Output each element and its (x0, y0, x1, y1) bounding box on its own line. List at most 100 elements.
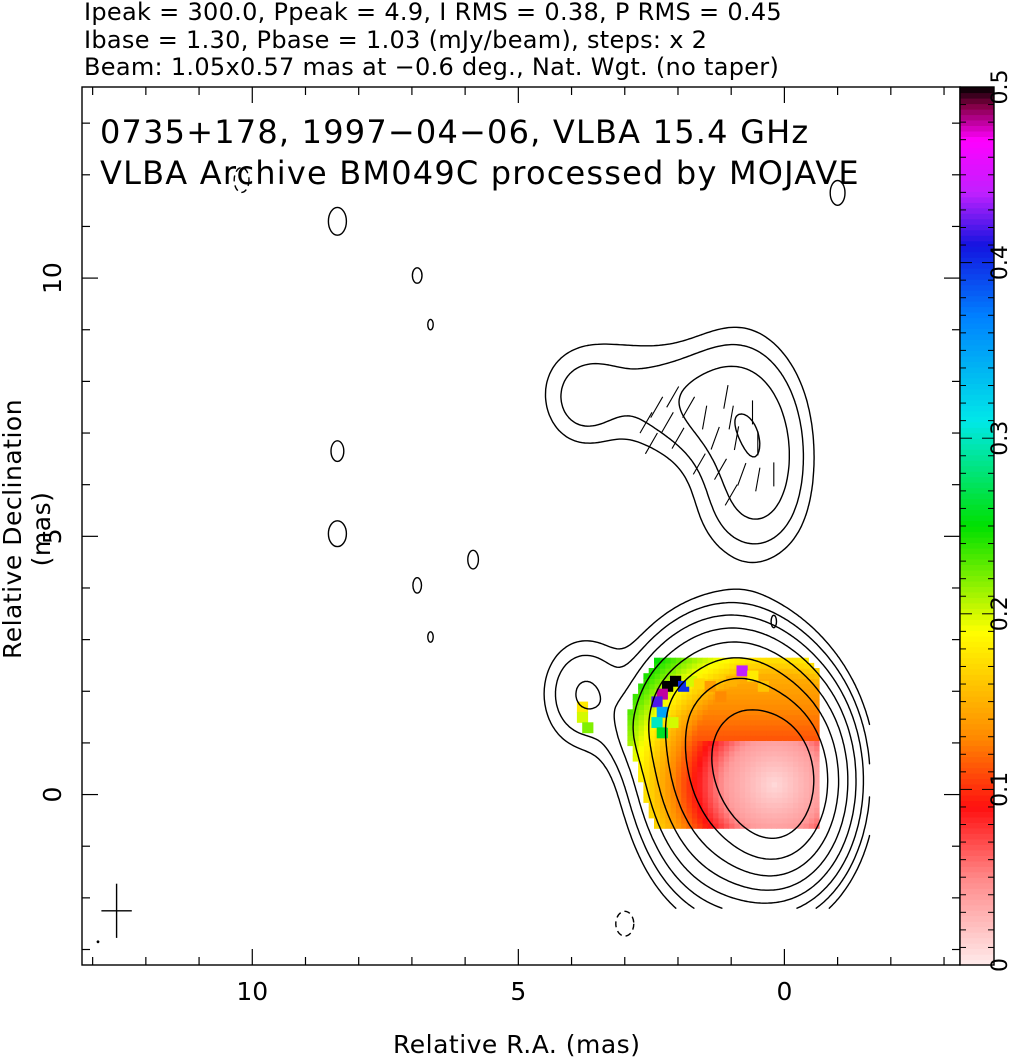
colorbar-segment (960, 849, 994, 856)
pol-pixel (648, 797, 655, 803)
pol-pixel (787, 750, 793, 757)
contour-level-5 (648, 641, 849, 891)
pol-pixel (803, 807, 809, 814)
pol-pixel (813, 755, 820, 762)
pol-pixel (733, 699, 740, 705)
pol-pixel (765, 817, 772, 824)
evpa-vector (724, 484, 738, 506)
pol-pixel (648, 792, 655, 798)
pol-pixel (739, 678, 746, 685)
colorbar-segment (960, 136, 994, 143)
pol-pixel (781, 688, 788, 695)
pol-pixel (664, 823, 671, 829)
pol-pixel (787, 714, 793, 721)
pol-pixel (675, 823, 682, 829)
pol-pixel (765, 802, 772, 809)
pol-pixel (803, 776, 809, 783)
colorbar-segment (960, 460, 994, 467)
pol-pixel (765, 693, 772, 700)
pol-pixel (717, 740, 724, 747)
pol-pixel (755, 740, 761, 747)
pol-pixel (696, 719, 703, 726)
pol-pixel (686, 675, 698, 687)
pol-pixel (643, 730, 650, 736)
pol-pixel (787, 719, 793, 726)
pol-pixel (632, 709, 639, 716)
pol-pixel (728, 657, 735, 664)
pol-pixel (744, 709, 751, 716)
pol-pixel (808, 812, 815, 819)
pol-pixel (696, 668, 703, 674)
pol-pixel (680, 709, 687, 716)
pol-pixel (712, 668, 719, 674)
pol-pixel (643, 766, 650, 772)
pol-pixel (680, 792, 687, 798)
noise-contour (427, 631, 434, 643)
pol-pixel (792, 766, 799, 772)
pol-pixel (765, 719, 772, 726)
colorbar-segment (960, 498, 994, 505)
pol-pixel (686, 735, 692, 741)
pol-pixel (638, 755, 644, 762)
pol-pixel (725, 675, 738, 687)
pol-pixel (717, 709, 724, 716)
pol-pixel (787, 812, 793, 819)
colorbar-segment (960, 701, 994, 708)
pol-pixel (648, 766, 655, 772)
pol-pixel (803, 709, 809, 716)
pol-pixel (656, 727, 668, 739)
pol-pixel (787, 776, 793, 783)
pol-pixel (670, 776, 676, 783)
pol-pixel (760, 781, 767, 788)
pol-pixel (797, 745, 804, 752)
pol-pixel (654, 657, 660, 664)
colorbar-segment (960, 152, 994, 159)
pol-pixel (797, 699, 804, 705)
pol-pixel (749, 693, 756, 700)
pol-pixel (707, 709, 714, 716)
pol-pixel (664, 797, 671, 803)
contour-level-2 (554, 343, 871, 909)
pol-pixel (707, 817, 714, 824)
pol-pixel (659, 771, 666, 778)
pol-pixel (797, 662, 804, 669)
pol-pixel (659, 807, 666, 814)
colorbar-segment (960, 279, 994, 286)
pol-pixel (654, 786, 660, 793)
pol-pixel (776, 797, 783, 803)
pol-pixel (776, 662, 783, 669)
pol-pixel (643, 724, 650, 731)
pol-pixel (723, 735, 730, 741)
pol-pixel (707, 807, 714, 814)
pol-pixel (696, 673, 703, 679)
pol-pixel (723, 745, 730, 752)
pol-pixel (648, 781, 655, 788)
colorbar-segment (960, 109, 994, 116)
colorbar-segment (960, 921, 994, 928)
pol-pixel (781, 786, 788, 793)
pol-pixel (813, 735, 820, 741)
pol-pixel (771, 817, 777, 824)
pol-pixel (675, 709, 682, 716)
pol-pixel (659, 766, 666, 772)
pol-pixel (744, 745, 751, 752)
pol-pixel (755, 817, 761, 824)
pol-pixel (744, 683, 751, 690)
colorbar-segment (960, 564, 994, 571)
pol-pixel (744, 704, 751, 710)
pol-pixel (744, 802, 751, 809)
colorbar-segment (960, 87, 994, 94)
pol-pixel (787, 755, 793, 762)
pol-pixel (808, 745, 815, 752)
pol-pixel (744, 812, 751, 819)
colorbar-segment (960, 569, 994, 576)
pol-pixel (792, 786, 799, 793)
pol-pixel (723, 719, 730, 726)
pol-pixel (691, 688, 698, 695)
pol-pixel (760, 761, 767, 767)
pol-pixel (765, 714, 772, 721)
colorbar-segment (960, 421, 994, 428)
pol-pixel (632, 755, 639, 762)
pol-pixel (712, 766, 719, 772)
pol-pixel (670, 709, 676, 716)
